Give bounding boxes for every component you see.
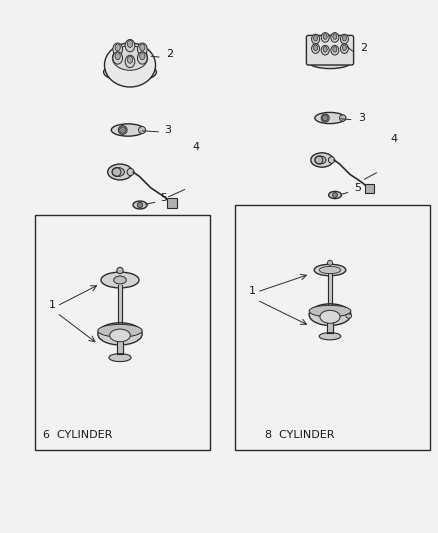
Ellipse shape [115,44,120,51]
Text: 8  CYLINDER: 8 CYLINDER [265,430,335,440]
Ellipse shape [321,114,329,122]
Circle shape [322,115,328,121]
Ellipse shape [328,191,341,199]
FancyBboxPatch shape [365,183,374,192]
Ellipse shape [343,35,346,41]
Ellipse shape [314,264,346,276]
Ellipse shape [321,45,329,55]
Ellipse shape [108,164,132,180]
Ellipse shape [339,115,346,121]
FancyBboxPatch shape [307,35,353,65]
Ellipse shape [113,46,148,70]
Ellipse shape [133,201,147,209]
Ellipse shape [118,126,127,134]
FancyBboxPatch shape [167,198,177,208]
Text: 5: 5 [354,183,361,193]
Text: 5: 5 [160,193,167,203]
Ellipse shape [110,329,130,342]
Ellipse shape [125,39,135,52]
Text: 4: 4 [390,134,397,144]
Text: 2: 2 [166,49,173,59]
Ellipse shape [319,333,341,340]
Ellipse shape [109,354,131,361]
Circle shape [332,192,337,197]
Text: 1: 1 [49,300,56,310]
Ellipse shape [98,323,142,345]
Text: 6  CYLINDER: 6 CYLINDER [43,430,113,440]
Ellipse shape [105,43,155,87]
Ellipse shape [328,157,335,163]
Ellipse shape [113,52,123,64]
Ellipse shape [331,33,339,42]
Ellipse shape [140,53,145,60]
Ellipse shape [104,62,156,82]
Ellipse shape [315,112,345,124]
Text: 4: 4 [192,142,199,152]
Bar [235,205,430,450]
Ellipse shape [333,34,337,39]
Ellipse shape [127,56,133,63]
Ellipse shape [127,41,133,47]
Ellipse shape [343,45,346,51]
Ellipse shape [98,325,142,337]
Ellipse shape [117,268,123,273]
Ellipse shape [101,272,139,288]
Ellipse shape [309,305,351,317]
Ellipse shape [346,314,352,318]
Ellipse shape [323,46,327,52]
Ellipse shape [314,35,318,41]
Ellipse shape [138,52,147,64]
Ellipse shape [311,34,320,44]
Ellipse shape [113,43,123,55]
Text: 2: 2 [360,43,367,53]
Text: 3: 3 [358,113,365,123]
Bar [35,215,210,450]
Ellipse shape [127,168,134,175]
Ellipse shape [138,126,145,134]
Ellipse shape [114,276,126,284]
Text: 3: 3 [164,125,171,135]
Ellipse shape [328,260,332,265]
Ellipse shape [115,53,120,60]
Ellipse shape [320,310,340,324]
Ellipse shape [125,55,135,68]
Text: 1: 1 [249,286,256,296]
Circle shape [120,127,126,133]
Ellipse shape [311,153,333,167]
Ellipse shape [309,304,351,326]
Ellipse shape [321,33,329,42]
Ellipse shape [308,54,352,69]
Ellipse shape [111,124,145,136]
Ellipse shape [340,44,348,53]
Ellipse shape [314,45,318,51]
Ellipse shape [333,46,337,52]
Ellipse shape [319,266,341,273]
Ellipse shape [112,167,124,176]
Ellipse shape [138,43,147,55]
Ellipse shape [331,45,339,55]
Ellipse shape [140,44,145,51]
Ellipse shape [315,156,326,164]
Ellipse shape [311,44,320,53]
Ellipse shape [323,34,327,39]
Circle shape [138,203,143,208]
Ellipse shape [340,34,348,44]
